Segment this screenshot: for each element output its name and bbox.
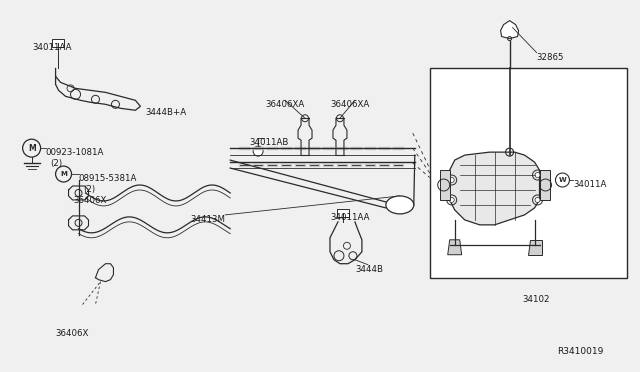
Text: 36406XA: 36406XA	[330, 100, 369, 109]
Text: 36406XA: 36406XA	[265, 100, 305, 109]
Text: 34011AA: 34011AA	[33, 42, 72, 52]
Text: 34413M: 34413M	[190, 215, 225, 224]
Text: 36406X: 36406X	[74, 196, 107, 205]
Text: M: M	[28, 144, 35, 153]
Circle shape	[449, 198, 454, 202]
Text: 08915-5381A: 08915-5381A	[79, 174, 137, 183]
Text: (2): (2)	[51, 159, 63, 168]
Circle shape	[535, 173, 540, 177]
Polygon shape	[450, 152, 540, 225]
Ellipse shape	[386, 196, 414, 214]
Text: 32865: 32865	[536, 52, 564, 61]
Circle shape	[535, 198, 540, 202]
Text: 34011AA: 34011AA	[330, 213, 369, 222]
Text: M: M	[60, 171, 67, 177]
Polygon shape	[500, 20, 518, 39]
Text: R3410019: R3410019	[557, 347, 604, 356]
Polygon shape	[540, 170, 550, 200]
Text: 00923-1081A: 00923-1081A	[45, 148, 104, 157]
Text: W: W	[559, 177, 566, 183]
Bar	[430, 68, 627, 278]
Text: (2): (2)	[83, 185, 95, 194]
Polygon shape	[527, 240, 541, 255]
Bar	[52, 39, 63, 46]
Text: 3444B+A: 3444B+A	[145, 108, 186, 117]
Circle shape	[253, 146, 263, 156]
Text: 34011A: 34011A	[573, 180, 607, 189]
Polygon shape	[440, 170, 450, 200]
Bar	[337, 209, 349, 217]
Text: 3444B: 3444B	[355, 265, 383, 274]
Text: 34102: 34102	[522, 295, 550, 304]
Polygon shape	[448, 240, 461, 255]
Circle shape	[449, 177, 454, 183]
Text: 34011AB: 34011AB	[249, 138, 289, 147]
Text: 36406X: 36406X	[56, 330, 89, 339]
